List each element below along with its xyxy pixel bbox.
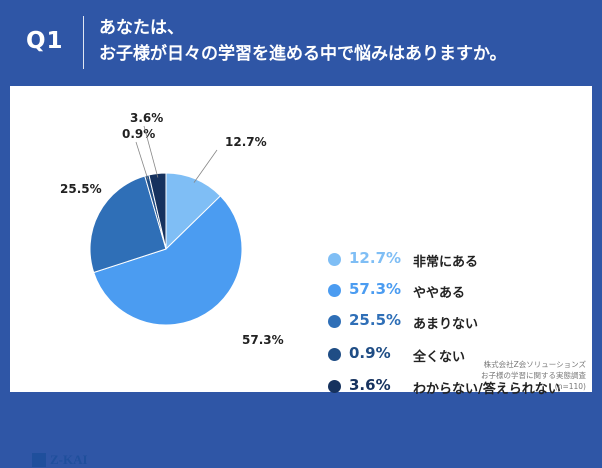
pie-slice-unknown [148, 172, 167, 250]
z-kai-logo-icon [32, 453, 46, 467]
legend-percent: 12.7% [349, 249, 402, 267]
legend-label: あまりない [413, 317, 479, 332]
slice-label-somewhat: 57.3% [242, 333, 284, 347]
pie-slice-somewhat [93, 195, 243, 326]
pie-slice-not-much [89, 175, 167, 274]
legend-percent: 0.9% [349, 344, 391, 362]
leader-line-none [135, 141, 149, 180]
question-line-2: お子様が日々の学習を進める中で悩みはありますか。 [99, 44, 507, 64]
source-survey: お子様の学習に関する実態調査 [481, 371, 586, 380]
slice-label-none: 0.9% [122, 127, 155, 141]
legend-swatch [328, 348, 341, 361]
slice-label-not-much: 25.5% [60, 182, 102, 196]
question-line-1: あなたは、 [99, 18, 184, 38]
legend-swatch [328, 315, 341, 328]
source-sample-size: (n=110) [554, 382, 586, 391]
legend-swatch [328, 380, 341, 393]
legend-label: ややある [413, 286, 466, 301]
question-number: Q1 [26, 28, 64, 54]
header-divider [83, 16, 84, 69]
legend-percent: 25.5% [349, 311, 402, 329]
pie-slice-very [165, 172, 222, 251]
legend-label: 非常にある [413, 255, 479, 270]
chart-panel: 12.7% 57.3% 25.5% 0.9% 3.6% 12.7% 非常にある 57.3% や… [10, 86, 592, 467]
legend-swatch [328, 253, 341, 266]
leader-line-very [193, 149, 218, 183]
legend-label: わからない/答えられない [413, 382, 561, 397]
slice-label-very: 12.7% [225, 135, 267, 149]
legend-swatch [328, 284, 341, 297]
slice-label-unknown: 3.6% [130, 111, 163, 125]
legend-percent: 3.6% [349, 376, 391, 394]
pie-chart: 12.7% 57.3% 25.5% 0.9% 3.6% [60, 111, 284, 347]
legend-label: 全くない [413, 350, 466, 365]
question-text: あなたは、 お子様が日々の学習を進める中で悩みはありますか。 [99, 15, 507, 67]
leader-line-unknown [143, 125, 159, 178]
legend-percent: 57.3% [349, 280, 402, 298]
question-header: Q1 あなたは、 お子様が日々の学習を進める中で悩みはありますか。 [0, 0, 602, 85]
source-note: 株式会社Z会ソリューションズ お子様の学習に関する実態調査 (n=110) [481, 359, 586, 392]
logo-text: Z-KAI [50, 452, 88, 467]
source-company: 株式会社Z会ソリューションズ [483, 360, 586, 369]
